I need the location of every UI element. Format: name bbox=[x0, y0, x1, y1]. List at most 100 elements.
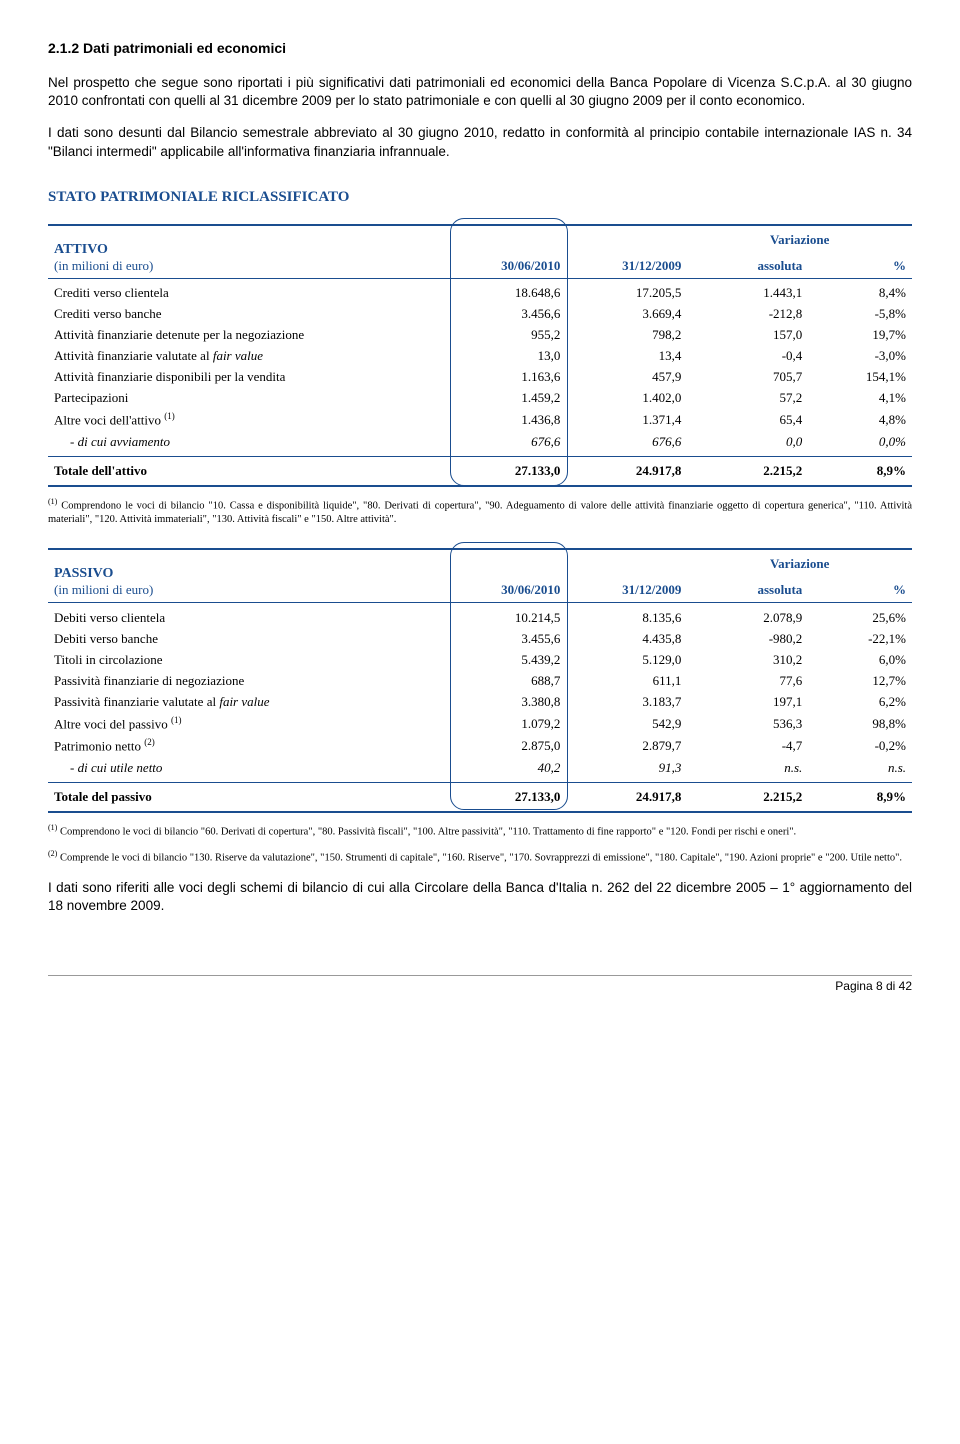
cell-c1: 3.380,8 bbox=[445, 691, 566, 712]
passivo-footnote-2: (2) Comprende le voci di bilancio "130. … bbox=[48, 849, 912, 865]
col-variazione-p: Variazione bbox=[687, 550, 912, 576]
cell-c1: 10.214,5 bbox=[445, 607, 566, 628]
total-c2: 24.917,8 bbox=[566, 456, 687, 485]
row-label: - di cui utile netto bbox=[48, 757, 445, 778]
cell-pct: -3,0% bbox=[808, 346, 912, 367]
cell-pct: -0,2% bbox=[808, 735, 912, 757]
row-label: Passività finanziarie valutate al fair v… bbox=[48, 691, 445, 712]
cell-pct: 4,1% bbox=[808, 388, 912, 409]
cell-c1: 955,2 bbox=[445, 325, 566, 346]
cell-c2: 542,9 bbox=[566, 712, 687, 734]
cell-c2: 798,2 bbox=[566, 325, 687, 346]
cell-c2: 1.402,0 bbox=[566, 388, 687, 409]
cell-pct: 25,6% bbox=[808, 607, 912, 628]
total-row: Totale dell'attivo27.133,024.917,82.215,… bbox=[48, 456, 912, 485]
cell-pct: 6,2% bbox=[808, 691, 912, 712]
cell-c1: 1.163,6 bbox=[445, 367, 566, 388]
cell-c2: 13,4 bbox=[566, 346, 687, 367]
cell-c1: 5.439,2 bbox=[445, 649, 566, 670]
cell-abs: 0,0 bbox=[687, 431, 808, 452]
total-row: Totale del passivo27.133,024.917,82.215,… bbox=[48, 782, 912, 811]
row-label: - di cui avviamento bbox=[48, 431, 445, 452]
total-c1: 27.133,0 bbox=[445, 456, 566, 485]
intro-paragraph-2: I dati sono desunti dal Bilancio semestr… bbox=[48, 124, 912, 160]
table-row: Patrimonio netto (2)2.875,02.879,7-4,7-0… bbox=[48, 735, 912, 757]
table-row: Passività finanziarie valutate al fair v… bbox=[48, 691, 912, 712]
cell-c2: 17.205,5 bbox=[566, 283, 687, 304]
col-30-06-2010-p: 30/06/2010 bbox=[445, 550, 566, 603]
cell-c2: 1.371,4 bbox=[566, 409, 687, 431]
main-heading: STATO PATRIMONIALE RICLASSIFICATO bbox=[48, 189, 912, 206]
cell-c2: 3.669,4 bbox=[566, 304, 687, 325]
section-title: 2.1.2 Dati patrimoniali ed economici bbox=[48, 40, 912, 56]
cell-pct: 98,8% bbox=[808, 712, 912, 734]
cell-pct: 19,7% bbox=[808, 325, 912, 346]
cell-c2: 457,9 bbox=[566, 367, 687, 388]
closing-paragraph: I dati sono riferiti alle voci degli sch… bbox=[48, 879, 912, 915]
cell-abs: -212,8 bbox=[687, 304, 808, 325]
row-label: Titoli in circolazione bbox=[48, 649, 445, 670]
cell-c2: 611,1 bbox=[566, 670, 687, 691]
cell-pct: 6,0% bbox=[808, 649, 912, 670]
table-row: Altre voci dell'attivo (1)1.436,81.371,4… bbox=[48, 409, 912, 431]
table-row: Debiti verso banche3.455,64.435,8-980,2-… bbox=[48, 628, 912, 649]
cell-c1: 3.455,6 bbox=[445, 628, 566, 649]
passivo-footnote-1: (1) Comprendono le voci di bilancio "60.… bbox=[48, 823, 912, 839]
total-label: Totale del passivo bbox=[48, 782, 445, 811]
col-31-12-2009-p: 31/12/2009 bbox=[566, 550, 687, 603]
table-row: Partecipazioni1.459,21.402,057,24,1% bbox=[48, 388, 912, 409]
total-pct: 8,9% bbox=[808, 456, 912, 485]
cell-c2: 4.435,8 bbox=[566, 628, 687, 649]
total-c1: 27.133,0 bbox=[445, 782, 566, 811]
col-variazione: Variazione bbox=[687, 226, 912, 252]
cell-abs: n.s. bbox=[687, 757, 808, 778]
cell-pct: n.s. bbox=[808, 757, 912, 778]
row-label: Partecipazioni bbox=[48, 388, 445, 409]
table-row: Altre voci del passivo (1)1.079,2542,953… bbox=[48, 712, 912, 734]
intro-paragraph-1: Nel prospetto che segue sono riportati i… bbox=[48, 74, 912, 110]
cell-c1: 676,6 bbox=[445, 431, 566, 452]
row-label: Attività finanziarie disponibili per la … bbox=[48, 367, 445, 388]
cell-c1: 688,7 bbox=[445, 670, 566, 691]
cell-abs: 197,1 bbox=[687, 691, 808, 712]
table-row: Debiti verso clientela10.214,58.135,62.0… bbox=[48, 607, 912, 628]
row-label: Debiti verso banche bbox=[48, 628, 445, 649]
cell-abs: 77,6 bbox=[687, 670, 808, 691]
total-abs: 2.215,2 bbox=[687, 782, 808, 811]
row-label: Attività finanziarie detenute per la neg… bbox=[48, 325, 445, 346]
cell-c2: 676,6 bbox=[566, 431, 687, 452]
cell-pct: -5,8% bbox=[808, 304, 912, 325]
cell-abs: -980,2 bbox=[687, 628, 808, 649]
passivo-table: PASSIVO (in milioni di euro) 30/06/2010 … bbox=[48, 548, 912, 812]
row-label: Debiti verso clientela bbox=[48, 607, 445, 628]
cell-c1: 13,0 bbox=[445, 346, 566, 367]
col-30-06-2010: 30/06/2010 bbox=[445, 226, 566, 279]
cell-abs: 310,2 bbox=[687, 649, 808, 670]
cell-c2: 3.183,7 bbox=[566, 691, 687, 712]
table-row: Attività finanziarie detenute per la neg… bbox=[48, 325, 912, 346]
cell-pct: -22,1% bbox=[808, 628, 912, 649]
cell-c2: 8.135,6 bbox=[566, 607, 687, 628]
cell-abs: 536,3 bbox=[687, 712, 808, 734]
cell-pct: 8,4% bbox=[808, 283, 912, 304]
cell-c1: 2.875,0 bbox=[445, 735, 566, 757]
table-row: Crediti verso clientela18.648,617.205,51… bbox=[48, 283, 912, 304]
passivo-table-wrap: PASSIVO (in milioni di euro) 30/06/2010 … bbox=[48, 548, 912, 812]
row-label: Patrimonio netto (2) bbox=[48, 735, 445, 757]
attivo-table: ATTIVO (in milioni di euro) 30/06/2010 3… bbox=[48, 224, 912, 487]
col-percent: % bbox=[808, 252, 912, 279]
cell-abs: 65,4 bbox=[687, 409, 808, 431]
table-row: Attività finanziarie disponibili per la … bbox=[48, 367, 912, 388]
cell-pct: 0,0% bbox=[808, 431, 912, 452]
cell-c2: 2.879,7 bbox=[566, 735, 687, 757]
row-label: Passività finanziarie di negoziazione bbox=[48, 670, 445, 691]
table-row: - di cui utile netto40,291,3n.s.n.s. bbox=[48, 757, 912, 778]
total-pct: 8,9% bbox=[808, 782, 912, 811]
table-row: Crediti verso banche3.456,63.669,4-212,8… bbox=[48, 304, 912, 325]
table-row: - di cui avviamento676,6676,60,00,0% bbox=[48, 431, 912, 452]
cell-c1: 3.456,6 bbox=[445, 304, 566, 325]
attivo-table-wrap: ATTIVO (in milioni di euro) 30/06/2010 3… bbox=[48, 224, 912, 487]
col-percent-p: % bbox=[808, 576, 912, 603]
table-row: Passività finanziarie di negoziazione688… bbox=[48, 670, 912, 691]
row-label: Altre voci dell'attivo (1) bbox=[48, 409, 445, 431]
